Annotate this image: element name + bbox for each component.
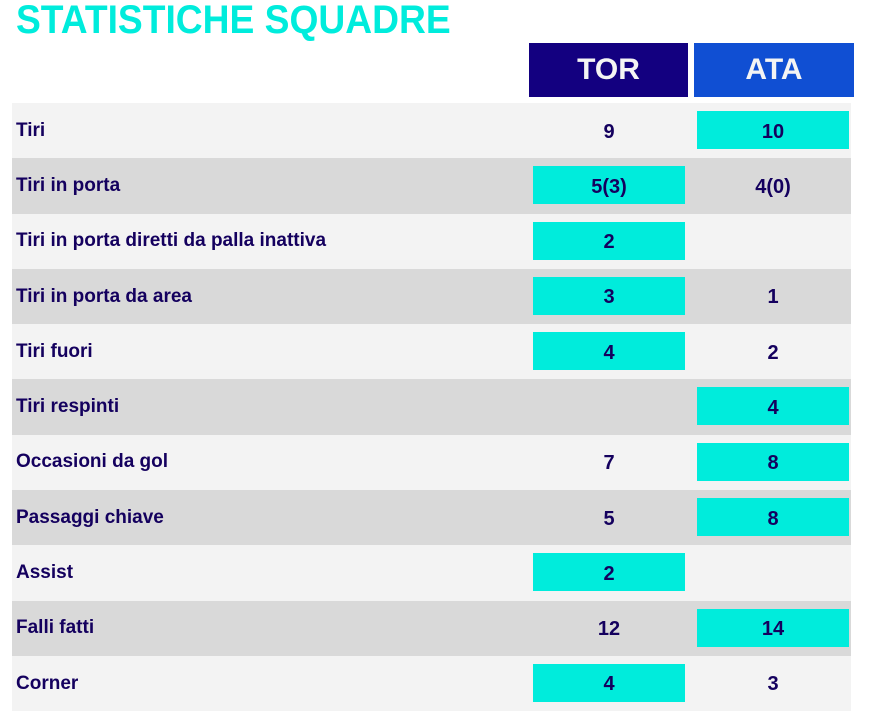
stat-row: Tiri in porta 5(3) 4(0) [12, 158, 851, 214]
stat-row: Assist 2 [12, 545, 851, 601]
home-value: 2 [533, 221, 685, 260]
away-value: 1 [767, 286, 779, 309]
away-value: 8 [697, 442, 849, 481]
home-value: 9 [603, 120, 615, 143]
stat-row: Falli fatti 12 14 [12, 600, 851, 656]
home-value: 12 [597, 618, 621, 641]
home-value: 4 [533, 663, 685, 702]
stat-label: Assist [16, 562, 74, 584]
stat-label: Tiri respinti [16, 396, 120, 418]
home-value: 7 [603, 452, 615, 475]
away-value: 4 [697, 387, 849, 426]
stat-row: Tiri in porta da area 3 1 [12, 268, 851, 325]
stat-label: Tiri [16, 119, 46, 141]
away-value: 14 [697, 608, 849, 647]
home-value: 2 [533, 553, 685, 592]
stat-label: Falli fatti [16, 617, 95, 639]
away-value [697, 553, 849, 591]
away-value: 3 [767, 673, 779, 696]
stat-label: Tiri in porta diretti da palla inattiva [16, 230, 327, 252]
away-value: 8 [697, 498, 849, 537]
stat-label: Tiri fuori [16, 340, 93, 362]
home-value: 5 [603, 507, 615, 530]
stat-row: Tiri fuori 4 2 [12, 324, 851, 380]
team-header-away: ATA [694, 43, 854, 97]
home-value: 5(3) [533, 166, 685, 205]
stat-label: Passaggi chiave [16, 506, 164, 528]
stat-row: Tiri in porta diretti da palla inattiva 2 [12, 213, 851, 269]
stat-row: Occasioni da gol 7 8 [12, 434, 851, 491]
stats-table: Tiri 9 10 Tiri in porta 5(3) 4(0) Tiri in port… [12, 103, 851, 711]
team-header-home: TOR [529, 43, 688, 97]
away-value [697, 222, 849, 260]
away-value: 10 [697, 111, 849, 149]
stat-label: Occasioni da gol [16, 451, 169, 473]
stat-label: Tiri in porta [16, 174, 121, 196]
stat-label: Corner [16, 672, 79, 694]
away-value: 2 [767, 341, 779, 364]
stat-row: Corner 4 3 [12, 655, 851, 711]
away-value: 4(0) [755, 175, 791, 198]
stat-row: Passaggi chiave 5 8 [12, 490, 851, 546]
home-value: 3 [533, 276, 685, 315]
home-value: 4 [533, 332, 685, 371]
stat-row: Tiri 9 10 [12, 103, 851, 159]
page-title: STATISTICHE SQUADRE [16, 0, 451, 42]
stat-label: Tiri in porta da area [16, 285, 192, 307]
stat-row: Tiri respinti 4 [12, 379, 851, 435]
home-value [533, 387, 685, 425]
